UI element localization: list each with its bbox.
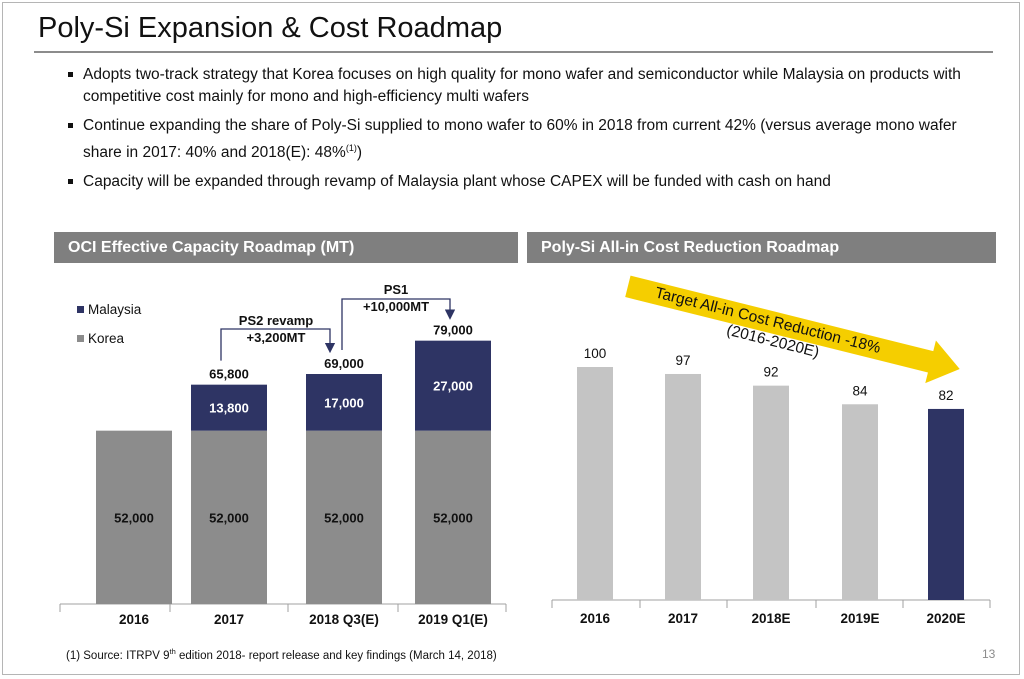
cost-chart-header: Poly-Si All-in Cost Reduction Roadmap [527, 232, 996, 263]
capacity-chart: 52,000 2016 52,000 13,800 65,800 2017 52,000 17… [59, 282, 507, 627]
cost-value-label: 84 [852, 383, 868, 398]
cost-bar [577, 367, 613, 600]
cost-bar [665, 373, 701, 600]
korea-bar-label: 52,000 [114, 510, 154, 525]
legend-label-malaysia: Malaysia [88, 302, 142, 317]
x-tick-label: 2016 [580, 611, 611, 626]
bullet-item: Capacity will be expanded through revamp… [68, 171, 998, 193]
annotation-arrow [341, 298, 456, 350]
x-tick-label: 2019 Q1(E) [418, 612, 488, 627]
x-tick-label: 2020E [926, 611, 965, 626]
total-label: 69,000 [324, 356, 364, 371]
x-tick-label: 2017 [668, 611, 698, 626]
arrow-shape [625, 275, 960, 384]
korea-bar [415, 430, 491, 604]
x-tick-label: 2019E [840, 611, 879, 626]
korea-bar-label: 52,000 [433, 510, 473, 525]
total-label: 79,000 [433, 323, 473, 338]
footnote: (1) Source: ITRPV 9th edition 2018- repo… [66, 647, 497, 662]
annotation-label: +3,200MT [247, 330, 306, 345]
malaysia-bar-label: 17,000 [324, 395, 364, 410]
korea-bar [96, 430, 172, 604]
x-tick-label: 2018E [751, 611, 790, 626]
total-label: 65,800 [209, 367, 249, 382]
cost-value-label: 92 [763, 365, 778, 380]
bullet-text: Capacity will be expanded through revamp… [83, 173, 831, 191]
korea-bar-label: 52,000 [209, 510, 249, 525]
page-number: 13 [982, 647, 996, 661]
cost-value-label: 82 [938, 388, 953, 403]
annotation-label: +10,000MT [363, 299, 429, 314]
bullet-square-icon [68, 72, 73, 77]
page-title: Poly-Si Expansion & Cost Roadmap [38, 12, 503, 44]
bullet-square-icon [68, 179, 73, 185]
legend-swatch-malaysia [77, 306, 84, 313]
bullet-text: Continue expanding the share of Poly-Si … [83, 117, 957, 162]
bullet-item: Adopts two-track strategy that Korea foc… [68, 64, 998, 108]
footnote-superscript: th [169, 647, 176, 656]
capacity-chart-header: OCI Effective Capacity Roadmap (MT) [54, 232, 518, 263]
korea-bar [306, 430, 382, 604]
malaysia-bar-label: 27,000 [433, 379, 473, 394]
cost-bar [842, 404, 878, 600]
x-tick-label: 2018 Q3(E) [309, 612, 379, 627]
footnote-text-suffix: edition 2018- report release and key fin… [175, 649, 497, 662]
legend-swatch-korea [77, 335, 84, 342]
annotation-label: PS2 revamp [239, 313, 313, 328]
legend-label-korea: Korea [88, 331, 125, 346]
footnote-text: (1) Source: ITRPV 9 [66, 649, 170, 662]
annotation-label: PS1 [384, 282, 409, 297]
cost-value-label: 100 [584, 346, 607, 361]
cost-bar-highlight [928, 408, 964, 600]
title-divider [34, 51, 993, 53]
korea-bar-label: 52,000 [324, 510, 364, 525]
cost-chart: 1002016972017922018E842019E822020ETarget… [551, 275, 991, 626]
cost-bar [753, 385, 789, 600]
annotation-arrow [220, 328, 336, 361]
bullet-square-icon [68, 123, 73, 128]
bullet-text: Adopts two-track strategy that Korea foc… [83, 66, 961, 105]
cost-value-label: 97 [675, 353, 690, 368]
malaysia-bar-label: 13,800 [209, 401, 249, 416]
bullet-text-tail: ) [356, 144, 362, 162]
korea-bar [191, 430, 267, 604]
malaysia-bar [306, 374, 382, 431]
malaysia-bar [415, 340, 491, 431]
x-tick-label: 2016 [119, 612, 150, 627]
bullet-footnote-ref: (1) [345, 143, 357, 153]
malaysia-bar [191, 384, 267, 431]
bullet-list: Adopts two-track strategy that Korea foc… [68, 64, 998, 200]
bullet-item: Continue expanding the share of Poly-Si … [68, 115, 998, 164]
x-tick-label: 2017 [214, 612, 244, 627]
